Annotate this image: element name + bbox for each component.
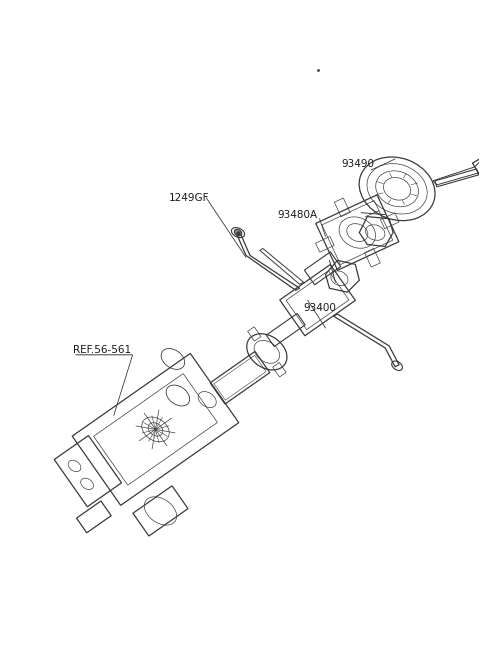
Ellipse shape <box>234 229 242 236</box>
Text: 1249GF: 1249GF <box>168 193 209 203</box>
Text: 93400: 93400 <box>304 303 336 313</box>
Text: 93480A: 93480A <box>278 210 318 219</box>
Text: REF.56-561: REF.56-561 <box>73 345 131 355</box>
Text: 93490: 93490 <box>341 159 374 169</box>
